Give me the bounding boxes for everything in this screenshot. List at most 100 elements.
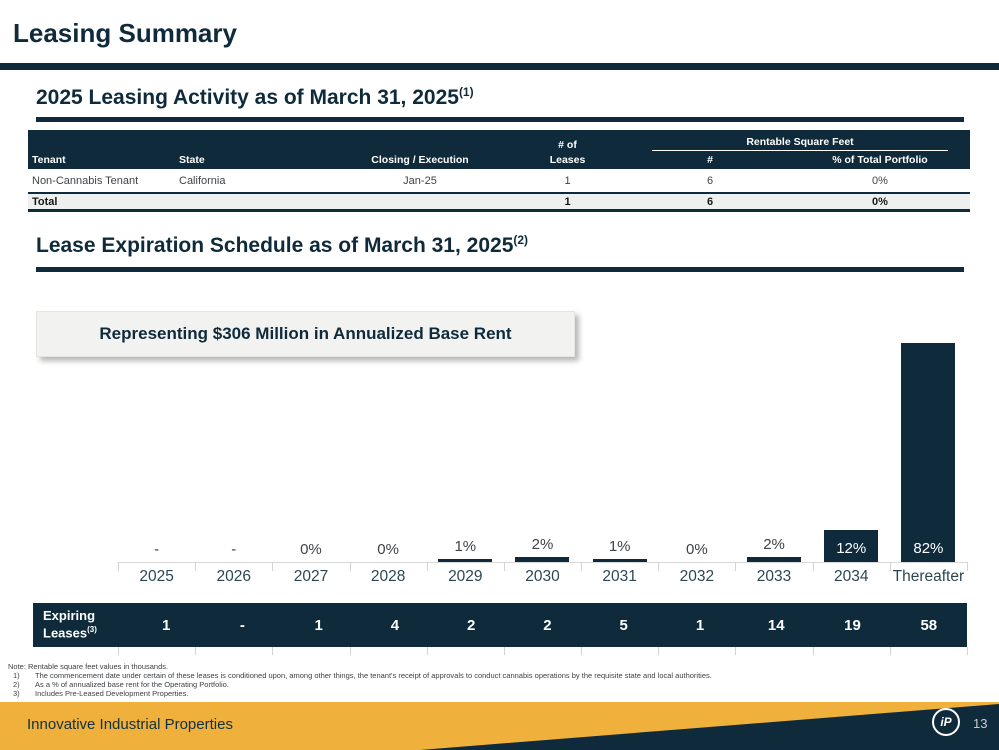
axis-tick (889, 647, 891, 655)
bar-value-label: 0% (300, 541, 322, 558)
axis-tick (581, 647, 583, 655)
expiring-leases-label: Expiring Leases(3) (43, 608, 97, 641)
bar-2031 (592, 559, 647, 562)
col-header-tenant: Tenant (32, 154, 66, 166)
expiring-leases-value-Thereafter: 58 (920, 616, 938, 634)
axis-tick (272, 647, 274, 655)
x-axis-label-2033: 2033 (756, 568, 792, 585)
chart-column-2026: - (195, 335, 272, 562)
footnote-number: 1) (13, 671, 20, 680)
axis-tick (658, 647, 660, 655)
bar-value-label: - (154, 541, 160, 558)
cell-pct: 0% (872, 174, 888, 187)
expiring-leases-value-2033: 14 (767, 616, 785, 634)
x-axis-label-2031: 2031 (602, 568, 637, 585)
axis-tick (967, 562, 968, 571)
axis-tick (503, 647, 505, 655)
axis-tick (349, 562, 351, 571)
x-axis-labels: 2025 2026 2027 2028 2029 2030 2031 2032 2033 2034… (118, 568, 967, 588)
axis-tick (735, 562, 737, 571)
footnote-item: 1) The commencement date under certain of… (8, 671, 992, 680)
x-axis-label-2025: 2025 (139, 568, 174, 585)
annualized-base-rent-callout: Representing $306 Million in Annualized … (36, 311, 575, 357)
col-header-rsf-number: # (707, 154, 713, 166)
cell-state: California (179, 174, 226, 187)
footnotes: Note: Rentable square feet values in tho… (8, 662, 992, 698)
bar-value-label: 1% (608, 538, 631, 555)
footnote-number: 3) (13, 689, 20, 698)
expiring-leases-value-2027: 1 (314, 616, 323, 634)
bar-value-label: 2% (763, 536, 785, 553)
total-pct: 0% (872, 195, 888, 208)
lease-expiration-bar-chart: - - 0% 0% 1% 2% 1% 0% 2% 12% 82% (118, 335, 967, 563)
expiring-leases-value-2028: 4 (390, 616, 400, 634)
expiring-leases-value-2029: 2 (467, 616, 476, 634)
axis-tick (812, 562, 814, 571)
chart-column-Thereafter: 82% (890, 335, 967, 562)
chart-column-2030: 2% (504, 335, 581, 562)
x-axis-label-2027: 2027 (293, 568, 329, 585)
section-heading-leasing-activity: 2025 Leasing Activity as of March 31, 20… (36, 85, 474, 110)
section1-heading-text: 2025 Leasing Activity as of March 31, 20… (36, 86, 459, 109)
col-header-closing-execution: Closing / Execution (371, 154, 469, 166)
footnote-note: Note: Rentable square feet values in tho… (8, 662, 169, 671)
footnote-text: As a % of annualized base rent for the O… (35, 680, 229, 689)
axis-tick (658, 562, 660, 571)
chart-column-2033: 2% (735, 335, 812, 562)
footnote-number: 2) (13, 680, 20, 689)
axis-tick (195, 562, 197, 571)
axis-tick (195, 647, 197, 655)
x-axis-label-2029: 2029 (448, 568, 483, 585)
col-group-rentable-square-feet: Rentable Square Feet (630, 136, 970, 151)
col-header-leases: Leases (549, 154, 586, 166)
expiring-leases-value-2025: 1 (161, 616, 171, 634)
section2-heading-text: Lease Expiration Schedule as of March 31… (36, 234, 514, 257)
section2-footnote-ref: (2) (513, 233, 529, 247)
axis-tick (581, 562, 583, 571)
col-header-pct-total-portfolio: % of Total Portfolio (832, 154, 928, 166)
col-group-num-of: # of (558, 139, 577, 151)
title-divider (0, 63, 999, 70)
axis-tick (503, 562, 505, 571)
chart-column-2027: 0% (272, 335, 349, 562)
chart-column-2025: - (118, 335, 195, 562)
bar-Thereafter (901, 343, 956, 562)
bar-value-label: 82% (913, 540, 944, 557)
axis-tick (426, 562, 428, 571)
expiring-leases-value-2026: - (239, 616, 245, 634)
axis-tick (118, 562, 119, 571)
expiring-leases-band: Expiring Leases(3) 1-1 4 2 2 5 1 14 19 58 (33, 603, 967, 647)
axis-tick (426, 647, 428, 655)
axis-tick (812, 647, 814, 655)
leasing-activity-table: # of Rentable Square Feet Tenant State C… (28, 130, 970, 212)
table-total-row: Total 1 6 0% (28, 194, 970, 212)
bar-2029 (438, 559, 493, 562)
bar-value-label: 12% (836, 540, 867, 557)
bar-2030 (515, 557, 570, 562)
section1-footnote-ref: (1) (458, 85, 474, 99)
axis-tick (118, 647, 119, 655)
footnote-item: 3) Includes Pre-Leased Development Proper… (8, 689, 992, 698)
bar-2033 (747, 557, 802, 562)
section1-underline (36, 117, 964, 122)
bar-value-label: - (231, 541, 237, 558)
footnote-text: Includes Pre-Leased Development Properti… (35, 689, 189, 698)
bar-value-label: 2% (531, 536, 554, 553)
total-leases: 1 (564, 195, 571, 208)
cell-tenant: Non-Cannabis Tenant (32, 174, 139, 187)
axis-tick (272, 562, 274, 571)
x-axis-label-2030: 2030 (525, 568, 560, 585)
x-axis-label-2034: 2034 (833, 568, 869, 585)
cell-leases: 1 (564, 174, 571, 187)
page-title: Leasing Summary (13, 18, 237, 48)
cell-closing: Jan-25 (403, 174, 437, 187)
x-axis-label-Thereafter: Thereafter (892, 568, 965, 585)
total-label: Total (32, 195, 58, 208)
axis-tick (349, 647, 351, 655)
expiring-leases-footnote-ref: (3) (87, 625, 97, 635)
total-rsf: 6 (706, 195, 714, 208)
table-header: # of Rentable Square Feet Tenant State C… (28, 130, 970, 169)
chart-column-2028: 0% (350, 335, 427, 562)
bar-value-label: 0% (686, 541, 708, 558)
